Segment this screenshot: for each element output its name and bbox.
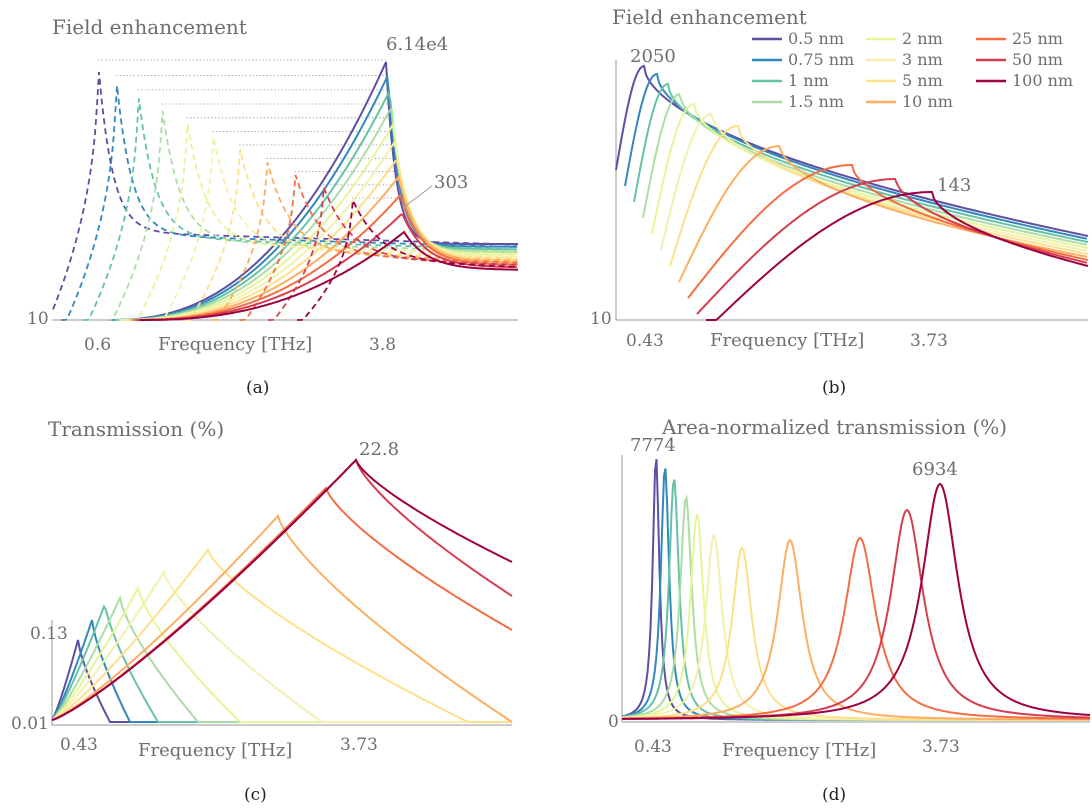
panel-a-curves	[52, 61, 519, 321]
panel-c-curves	[51, 458, 513, 723]
panel-b-curve	[706, 191, 1089, 321]
panel-c-xtick-label: 0.43	[60, 735, 98, 755]
panel-c: Transmission (%) 0.13 0.01 22.8 0.43 Fre…	[11, 417, 513, 805]
panel-a-caption: (a)	[246, 378, 269, 398]
panel-c-caption: (c)	[244, 785, 267, 805]
panel-d-annotation-max: 7774	[630, 435, 676, 456]
panel-c-xtick-label: 3.73	[340, 735, 378, 755]
panel-b-xtick-label: 0.43	[626, 331, 664, 351]
panel-a-x-axis-label: Frequency [THz]	[158, 334, 312, 355]
panel-b-curve	[696, 178, 1088, 315]
legend-label: 25 nm	[1012, 29, 1063, 48]
panel-b-annotation-max: 2050	[630, 46, 676, 67]
panel-a-annotation-max: 6.14e4	[386, 34, 448, 55]
panel-a-curve-dashed	[52, 71, 518, 310]
panel-a-curve-dashed	[82, 98, 517, 321]
panel-a-curve-solid	[140, 230, 519, 321]
panel-a-curve-dashed	[268, 187, 516, 321]
panel-a-xtick-label: 0.6	[84, 335, 111, 355]
panel-a-curve-solid	[108, 61, 518, 321]
panel-a-curve-solid	[117, 107, 518, 321]
panel-d-curves	[621, 458, 1091, 721]
panel-a-ytick-label: 10	[27, 309, 49, 329]
legend-label: 100 nm	[1012, 71, 1073, 90]
legend-label: 5 nm	[902, 71, 943, 90]
panel-a-curve-dashed	[297, 196, 518, 321]
legend-label: 1 nm	[788, 71, 829, 90]
panel-d-xtick-label: 0.43	[634, 737, 672, 757]
panel-d: Area-normalized transmission (%) 7774 69…	[608, 415, 1091, 805]
panel-d-curve	[622, 482, 1091, 720]
panel-b-caption: (b)	[822, 378, 846, 398]
panel-c-curve	[51, 458, 513, 721]
panel-a-curve-solid	[111, 73, 518, 321]
panel-d-caption: (d)	[822, 785, 846, 805]
panel-d-curve	[622, 538, 1091, 721]
panel-b-curve	[633, 82, 1089, 243]
panel-a: Field enhancement 6.14e4 303 10 0.6 Freq…	[27, 15, 519, 398]
panel-b-xtick-label: 3.73	[910, 331, 948, 351]
panel-c-x-axis-label: Frequency [THz]	[138, 740, 292, 761]
panel-b-ytick-label: 10	[590, 309, 612, 329]
panel-c-curve	[51, 569, 512, 723]
panel-d-title: Area-normalized transmission (%)	[661, 415, 1007, 439]
panel-d-ytick-label: 0	[608, 712, 619, 732]
panel-a-xtick-label: 3.8	[369, 335, 396, 355]
panel-a-curve-solid	[114, 90, 517, 321]
panel-b-x-axis-label: Frequency [THz]	[710, 330, 864, 351]
panel-b-curves	[615, 64, 1089, 321]
panel-b-curve	[624, 72, 1088, 240]
panel-c-ytick-label: 0.13	[30, 624, 68, 644]
legend-label: 3 nm	[902, 50, 943, 69]
legend-label: 2 nm	[902, 29, 943, 48]
legend: 0.5 nm 0.75 nm 1 nm 1.5 nm 2 nm 3 nm 5 nm 10 nm…	[752, 29, 1073, 111]
panel-b-curve	[669, 124, 1089, 267]
legend-label: 0.5 nm	[788, 29, 844, 48]
panel-d-xtick-label: 3.73	[922, 737, 960, 757]
panel-b-curve	[660, 112, 1088, 252]
panel-c-curve	[51, 458, 513, 721]
panel-c-curve	[51, 548, 512, 723]
panel-c-curve	[51, 514, 513, 723]
panel-a-curve-solid	[127, 160, 518, 321]
legend-label: 1.5 nm	[788, 92, 844, 111]
panel-a-title: Field enhancement	[52, 15, 247, 39]
panel-d-x-axis-label: Frequency [THz]	[722, 740, 876, 761]
panel-b-curve	[678, 144, 1088, 283]
panel-b: Field enhancement 2050 143 10 0.43 Frequ…	[590, 5, 1089, 398]
panel-a-annotation-min: 303	[434, 172, 468, 193]
panel-a-curve-solid	[120, 121, 517, 321]
panel-a-annotation-pointer	[403, 185, 433, 208]
panel-c-title: Transmission (%)	[48, 417, 224, 441]
panel-b-title: Field enhancement	[612, 5, 807, 29]
panel-b-annotation-min: 143	[937, 175, 971, 196]
panel-c-ytick-label: 0.01	[11, 714, 49, 734]
panel-a-curve-solid	[124, 140, 518, 321]
panel-b-curve	[651, 102, 1089, 249]
legend-label: 50 nm	[1012, 50, 1063, 69]
panel-a-curve-dashed	[239, 174, 518, 321]
legend-label: 0.75 nm	[788, 50, 854, 69]
panel-a-curve-dashed	[157, 136, 518, 321]
panel-d-annotation-min: 6934	[912, 459, 958, 480]
legend-label: 10 nm	[902, 92, 953, 111]
panel-c-annotation-max: 22.8	[359, 439, 399, 460]
